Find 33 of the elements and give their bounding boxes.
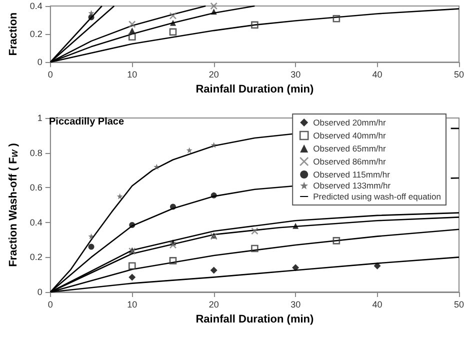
y-tick-label: 0.4 <box>30 217 42 228</box>
y-tick-label: 0.8 <box>30 148 42 158</box>
y-tick-label: 0.6 <box>30 182 42 193</box>
legend-label: Observed 115mm/hr <box>313 170 390 180</box>
legend-label: Observed 65mm/hr <box>313 144 386 154</box>
x-tick-label: 50 <box>454 300 464 310</box>
y-tick-label: 0.2 <box>30 29 42 40</box>
legend-label: Predicted using wash-off equation <box>313 192 442 202</box>
x-tick-label: 30 <box>290 70 301 80</box>
x-tick-label: 10 <box>127 70 138 80</box>
x-tick-label: 50 <box>454 70 464 80</box>
x-tick-label: 40 <box>372 70 382 80</box>
y-tick-label: 0.4 <box>30 1 42 11</box>
x-tick-label: 20 <box>208 70 219 80</box>
y-tick-label: 1 <box>37 113 42 123</box>
x-axis-title: Rainfall Duration (min) <box>196 313 314 326</box>
legend-label: Observed 20mm/hr <box>313 118 386 128</box>
legend-label: Observed 133mm/hr <box>313 180 391 190</box>
x-tick-label: 40 <box>372 300 382 310</box>
x-tick-label: 0 <box>48 70 53 80</box>
y-axis-title: Fraction <box>8 12 20 56</box>
legend-label: Observed 86mm/hr <box>313 156 386 166</box>
y-tick-label: 0.2 <box>30 252 42 262</box>
y-tick-label: 0 <box>37 57 42 68</box>
legend-label: Observed 40mm/hr <box>313 130 386 140</box>
x-tick-label: 30 <box>290 300 301 310</box>
x-tick-label: 0 <box>48 300 53 310</box>
y-axis-title: Fraction Wash-off ( FW ) <box>8 142 20 267</box>
y-tick-label: 0 <box>37 287 42 297</box>
x-tick-label: 20 <box>208 300 219 310</box>
chart-title: Piccadilly Place <box>49 116 124 128</box>
x-tick-label: 10 <box>127 300 138 310</box>
x-axis-title: Rainfall Duration (min) <box>196 84 314 96</box>
